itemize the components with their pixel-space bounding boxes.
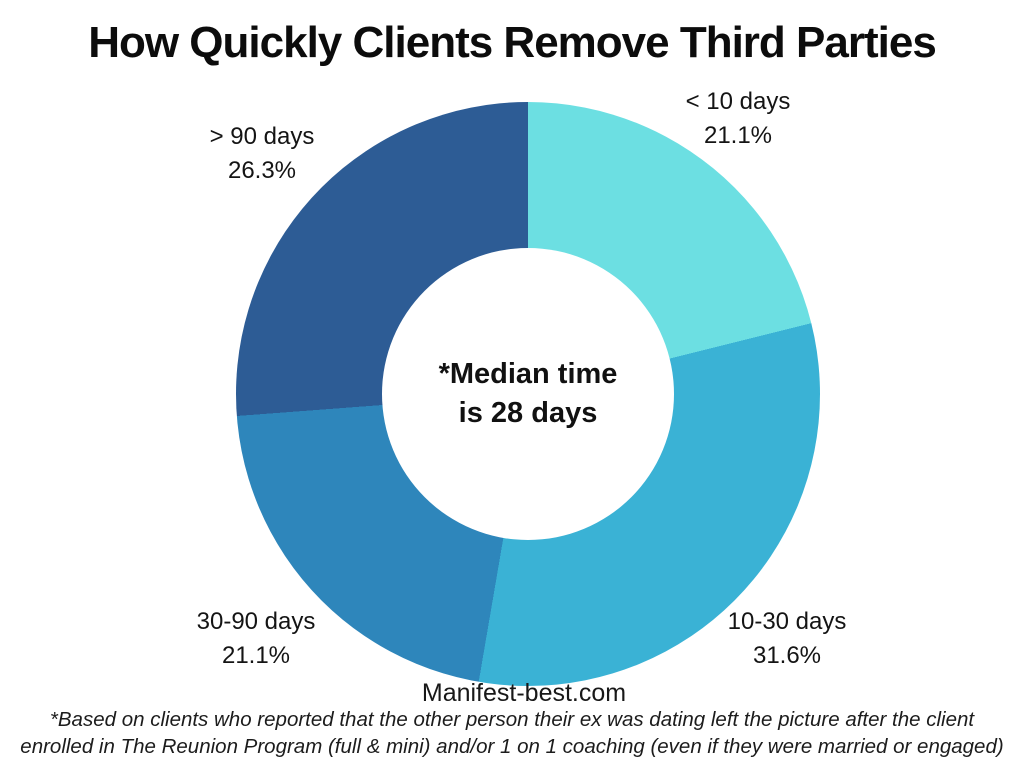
slice-label-text: < 10 days bbox=[685, 88, 791, 115]
donut-chart: *Median time is 28 days bbox=[236, 102, 820, 686]
slice-label-text: 30-90 days bbox=[196, 608, 316, 635]
center-note-line-2: is 28 days bbox=[458, 397, 598, 429]
chart-title: How Quickly Clients Remove Third Parties bbox=[88, 18, 937, 67]
website-credit: Manifest-best.com bbox=[421, 679, 627, 707]
slice-label-text: > 90 days bbox=[209, 123, 315, 150]
slice-label-percent: 26.3% bbox=[227, 157, 297, 184]
slice-label-lt-10-days: < 10 days 21.1% bbox=[628, 85, 848, 153]
footnote-line-1: *Based on clients who reported that the … bbox=[49, 708, 975, 731]
slice-label-percent: 21.1% bbox=[221, 642, 291, 669]
center-note: *Median time is 28 days bbox=[439, 355, 618, 433]
slice-label-10-30-days: 10-30 days 31.6% bbox=[677, 605, 897, 673]
slice-label-percent: 31.6% bbox=[752, 642, 822, 669]
slice-label-percent: 21.1% bbox=[703, 122, 773, 149]
footnote: *Based on clients who reported that the … bbox=[0, 706, 1024, 760]
footnote-line-2: enrolled in The Reunion Program (full & … bbox=[20, 735, 1004, 758]
slice-label-30-90-days: 30-90 days 21.1% bbox=[146, 605, 366, 673]
donut-hole: *Median time is 28 days bbox=[382, 248, 674, 540]
slice-label-text: 10-30 days bbox=[727, 608, 847, 635]
center-note-line-1: *Median time bbox=[438, 358, 618, 390]
slice-label-gt-90-days: > 90 days 26.3% bbox=[152, 120, 372, 188]
